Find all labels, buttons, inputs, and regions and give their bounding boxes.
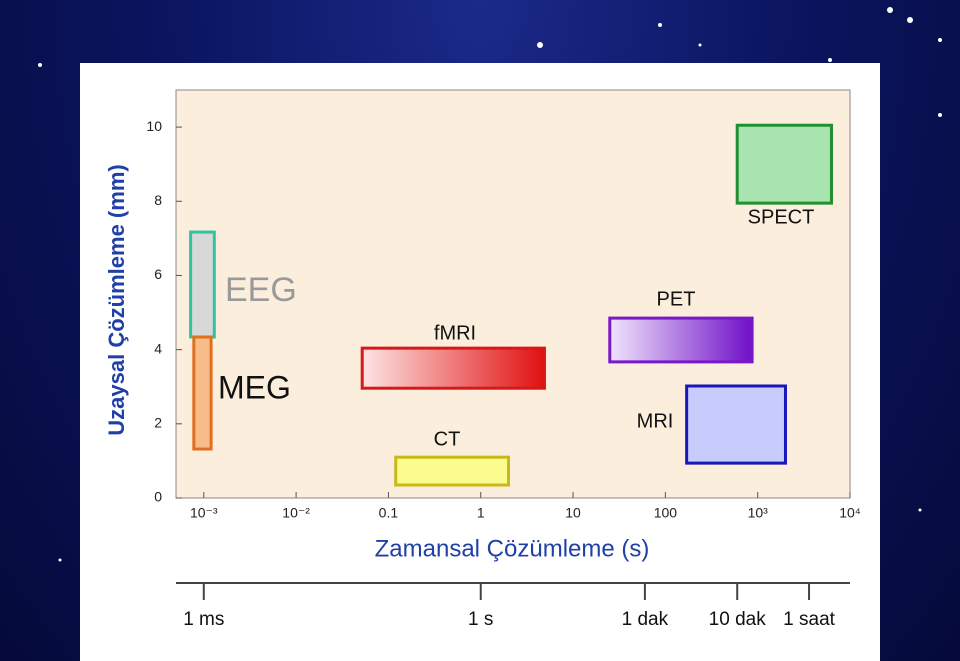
x-tick-label: 10⁻³: [190, 505, 218, 521]
time-tick-label: 1 saat: [783, 609, 835, 630]
x-tick-label: 10³: [748, 505, 769, 521]
stars: [38, 7, 942, 562]
y-tick-label: 4: [154, 340, 162, 356]
range-box: [192, 335, 213, 451]
x-tick-label: 1: [477, 505, 485, 521]
series-label: EEG: [225, 271, 297, 309]
range-box: [685, 384, 787, 465]
y-tick-label: 0: [154, 489, 162, 505]
time-tick-label: 1 dak: [622, 609, 669, 630]
x-tick-label: 10⁴: [839, 505, 861, 521]
y-tick-label: 10: [146, 118, 162, 134]
time-tick-label: 1 s: [468, 609, 493, 630]
x-tick-label: 0.1: [379, 505, 399, 521]
series-label: MRI: [637, 410, 674, 432]
range-box: [735, 123, 833, 205]
range-box: [394, 455, 511, 487]
series-label: PET: [657, 288, 696, 310]
range-box: [360, 346, 546, 390]
series-label: SPECT: [748, 206, 815, 228]
y-tick-label: 2: [154, 415, 162, 431]
range-box: [608, 316, 754, 364]
series-label: fMRI: [434, 322, 476, 344]
range-box: [189, 230, 216, 339]
series-label: CT: [434, 428, 461, 450]
x-tick-label: 10: [565, 505, 581, 521]
x-tick-label: 100: [654, 505, 678, 521]
x-tick-label: 10⁻²: [282, 505, 310, 521]
y-axis-title: Uzaysal Çözümleme (mm): [104, 164, 129, 435]
series-label: MEG: [218, 369, 291, 405]
time-tick-label: 1 ms: [183, 609, 224, 630]
time-tick-label: 10 dak: [709, 609, 767, 630]
y-tick-label: 6: [154, 266, 162, 282]
y-tick-label: 8: [154, 192, 162, 208]
x-axis-title: Zamansal Çözümleme (s): [375, 535, 650, 562]
